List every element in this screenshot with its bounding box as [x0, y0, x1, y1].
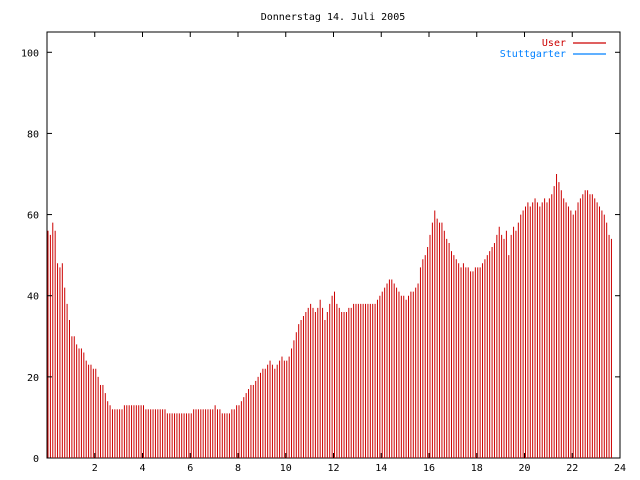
x-tick-label: 16: [423, 463, 435, 474]
x-tick-label: 4: [139, 463, 145, 474]
x-tick-label: 20: [518, 463, 530, 474]
y-tick-label: 40: [27, 292, 39, 303]
y-axis: 0 20 40 60 80 100: [21, 48, 620, 465]
x-tick-label: 18: [471, 463, 483, 474]
y-tick-label: 100: [21, 48, 39, 59]
x-axis: 2 4 6 8 10 12 14 16 18 20 22 24: [92, 32, 626, 474]
legend-label-user: User: [542, 38, 566, 49]
x-tick-label: 10: [280, 463, 292, 474]
plot-frame: [46, 31, 621, 459]
y-tick-label: 60: [27, 211, 39, 222]
y-tick-label: 20: [27, 373, 39, 384]
x-tick-label: 8: [235, 463, 241, 474]
user-bars: [47, 174, 612, 458]
legend: User Stuttgarter: [500, 38, 606, 60]
x-tick-label: 22: [566, 463, 578, 474]
legend-label-stuttgarter: Stuttgarter: [500, 49, 566, 60]
y-tick-label: 0: [33, 454, 39, 465]
x-tick-label: 24: [614, 463, 626, 474]
x-tick-label: 2: [92, 463, 98, 474]
y-tick-label: 80: [27, 129, 39, 140]
x-tick-label: 12: [327, 463, 339, 474]
chart-title: Donnerstag 14. Juli 2005: [261, 12, 406, 23]
x-tick-label: 14: [375, 463, 387, 474]
x-tick-label: 6: [187, 463, 193, 474]
